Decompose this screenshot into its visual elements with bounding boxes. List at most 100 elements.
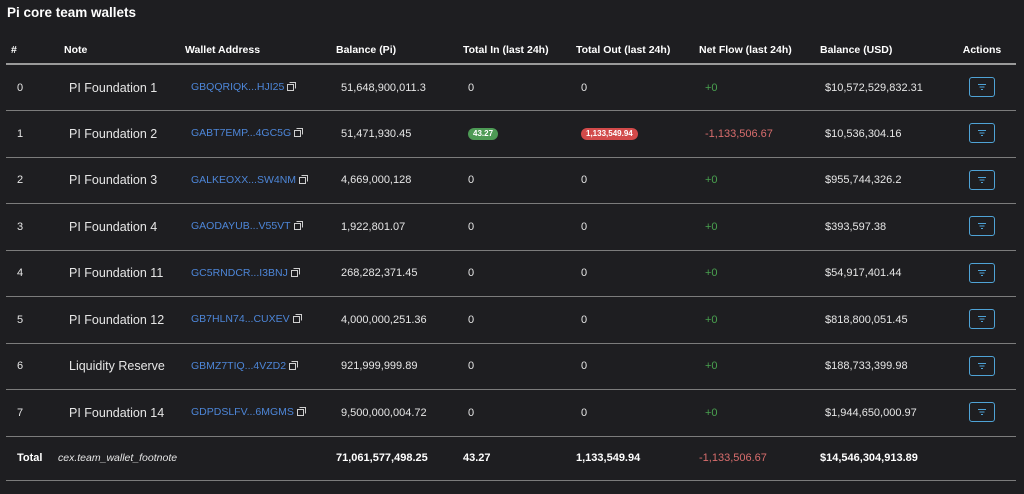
total-out-cell: 0 <box>576 250 699 297</box>
actions-cell <box>948 297 1016 344</box>
table-row: 5 PI Foundation 12 GB7HLN74...CUXEV 4,000,0… <box>6 297 1016 344</box>
total-label: Total <box>17 452 43 464</box>
net-flow: +0 <box>705 81 718 94</box>
total-balance-usd: $14,546,304,913.89 <box>820 452 918 464</box>
total-in: 43.27 <box>463 452 491 464</box>
balance-pi: 51,471,930.45 <box>341 127 412 140</box>
actions-cell <box>948 111 1016 158</box>
wallet-address-link[interactable]: GB7HLN74...CUXEV <box>191 313 290 326</box>
total-in-cell: 0 <box>463 157 576 204</box>
wallets-table: # Note Wallet Address Balance (Pi) Total… <box>6 36 1016 481</box>
col-header-total-in: Total In (last 24h) <box>463 43 549 56</box>
balance-usd: $818,800,051.45 <box>825 313 908 326</box>
balance-pi: 4,669,000,128 <box>341 174 412 187</box>
total-row: Total cex.team_wallet_footnote 71,061,57… <box>6 436 1016 480</box>
balance-usd: $393,597.38 <box>825 220 887 233</box>
filter-action-button[interactable] <box>969 123 995 144</box>
total-in-value: 0 <box>468 360 475 373</box>
table-row: 0 PI Foundation 1 GBQQRIQK...HJI25 51,648,9… <box>6 64 1016 111</box>
total-in-value: 0 <box>468 81 475 94</box>
table-header-row: # Note Wallet Address Balance (Pi) Total… <box>6 36 1016 64</box>
copy-icon[interactable] <box>294 128 304 140</box>
actions-cell <box>948 250 1016 297</box>
total-actions-cell <box>948 436 1016 480</box>
table-row: 2 PI Foundation 3 GALKEOXX...SW4NM 4,669,00… <box>6 157 1016 204</box>
copy-icon[interactable] <box>289 360 299 373</box>
total-in-cell: 0 <box>463 343 576 390</box>
row-note: PI Foundation 1 <box>58 64 185 111</box>
copy-icon[interactable] <box>290 267 300 280</box>
total-out-cell: 0 <box>576 204 699 251</box>
balance-usd: $188,733,399.98 <box>825 360 908 373</box>
row-index: 0 <box>17 81 24 94</box>
total-in-value: 0 <box>468 406 475 419</box>
table-row: 6 Liquidity Reserve GBMZ7TIQ...4VZD2 921,99… <box>6 343 1016 390</box>
balance-pi: 921,999,999.89 <box>341 360 418 373</box>
wallet-address-link[interactable]: GBQQRIQK...HJI25 <box>191 81 285 93</box>
col-header-total-out: Total Out (last 24h) <box>576 43 671 56</box>
filter-action-button[interactable] <box>969 216 995 237</box>
copy-icon[interactable] <box>296 407 306 419</box>
row-note: PI Foundation 3 <box>58 157 185 204</box>
actions-cell <box>948 204 1016 251</box>
filter-action-button[interactable] <box>969 262 995 283</box>
col-header-wallet-address: Wallet Address <box>185 43 261 56</box>
row-note: Liquidity Reserve <box>58 343 185 390</box>
balance-pi: 1,922,801.07 <box>341 220 406 233</box>
col-header-actions: Actions <box>962 43 1002 56</box>
col-header-note: Note <box>64 43 88 56</box>
balance-pi: 51,648,900,011.3 <box>341 81 426 94</box>
filter-action-button[interactable] <box>969 77 995 97</box>
table-row: 7 PI Foundation 14 GDPDSLFV...6MGMS 9,500,0… <box>6 390 1016 437</box>
balance-usd: $10,572,529,832.31 <box>825 81 923 94</box>
row-note: PI Foundation 4 <box>58 204 185 251</box>
actions-cell <box>948 343 1016 390</box>
wallet-note: PI Foundation 11 <box>69 266 164 281</box>
copy-icon[interactable] <box>293 221 303 233</box>
filter-action-button[interactable] <box>969 355 995 376</box>
balance-usd: $955,744,326.2 <box>825 174 902 187</box>
total-out-value: 0 <box>581 406 588 419</box>
page-title: Pi core team wallets <box>7 5 137 20</box>
wallet-address-cell: GABT7EMP...4GC5G <box>185 111 336 158</box>
wallet-address-cell: GALKEOXX...SW4NM <box>185 157 336 204</box>
table-row: 3 PI Foundation 4 GAODAYUB...V55VT 1,922,80… <box>6 204 1016 251</box>
wallet-address-link[interactable]: GDPDSLFV...6MGMS <box>191 406 294 419</box>
filter-action-button[interactable] <box>969 309 995 330</box>
col-header-index: # <box>11 43 17 56</box>
total-out-badge: 1,133,549.94 <box>581 128 638 141</box>
total-in-cell: 0 <box>463 297 576 344</box>
row-note: PI Foundation 12 <box>58 297 185 344</box>
wallet-note: PI Foundation 2 <box>69 126 158 141</box>
total-net-flow: -1,133,506.67 <box>699 452 767 464</box>
row-index: 3 <box>17 220 24 233</box>
balance-usd: $1,944,650,000.97 <box>825 406 917 419</box>
total-in-value: 0 <box>468 174 475 187</box>
net-flow: -1,133,506.67 <box>705 127 773 140</box>
total-balance-pi: 71,061,577,498.25 <box>336 452 428 464</box>
total-in-value: 0 <box>468 220 475 233</box>
row-index: 6 <box>17 360 24 373</box>
total-out: 1,133,549.94 <box>576 452 641 464</box>
balance-usd: $54,917,401.44 <box>825 267 902 280</box>
total-out-cell: 0 <box>576 390 699 437</box>
wallet-note: PI Foundation 4 <box>69 219 158 234</box>
wallet-address-cell: GB7HLN74...CUXEV <box>185 297 336 344</box>
wallet-address-link[interactable]: GALKEOXX...SW4NM <box>191 173 297 186</box>
copy-icon[interactable] <box>299 174 309 187</box>
copy-icon[interactable] <box>292 314 302 326</box>
balance-usd: $10,536,304.16 <box>825 127 902 140</box>
wallet-address-link[interactable]: GAODAYUB...V55VT <box>191 220 291 233</box>
row-index: 7 <box>17 406 24 419</box>
wallet-address-link[interactable]: GABT7EMP...4GC5G <box>191 127 292 140</box>
filter-action-button[interactable] <box>969 402 995 423</box>
total-out-cell: 0 <box>576 64 699 111</box>
total-out-value: 0 <box>581 81 588 94</box>
wallet-address-link[interactable]: GBMZ7TIQ...4VZD2 <box>191 359 287 372</box>
wallet-address-link[interactable]: GC5RNDCR...I3BNJ <box>191 266 288 279</box>
row-note: PI Foundation 14 <box>58 390 185 437</box>
actions-cell <box>948 157 1016 204</box>
copy-icon[interactable] <box>287 82 297 94</box>
filter-action-button[interactable] <box>969 169 995 190</box>
balance-pi: 268,282,371.45 <box>341 267 418 280</box>
